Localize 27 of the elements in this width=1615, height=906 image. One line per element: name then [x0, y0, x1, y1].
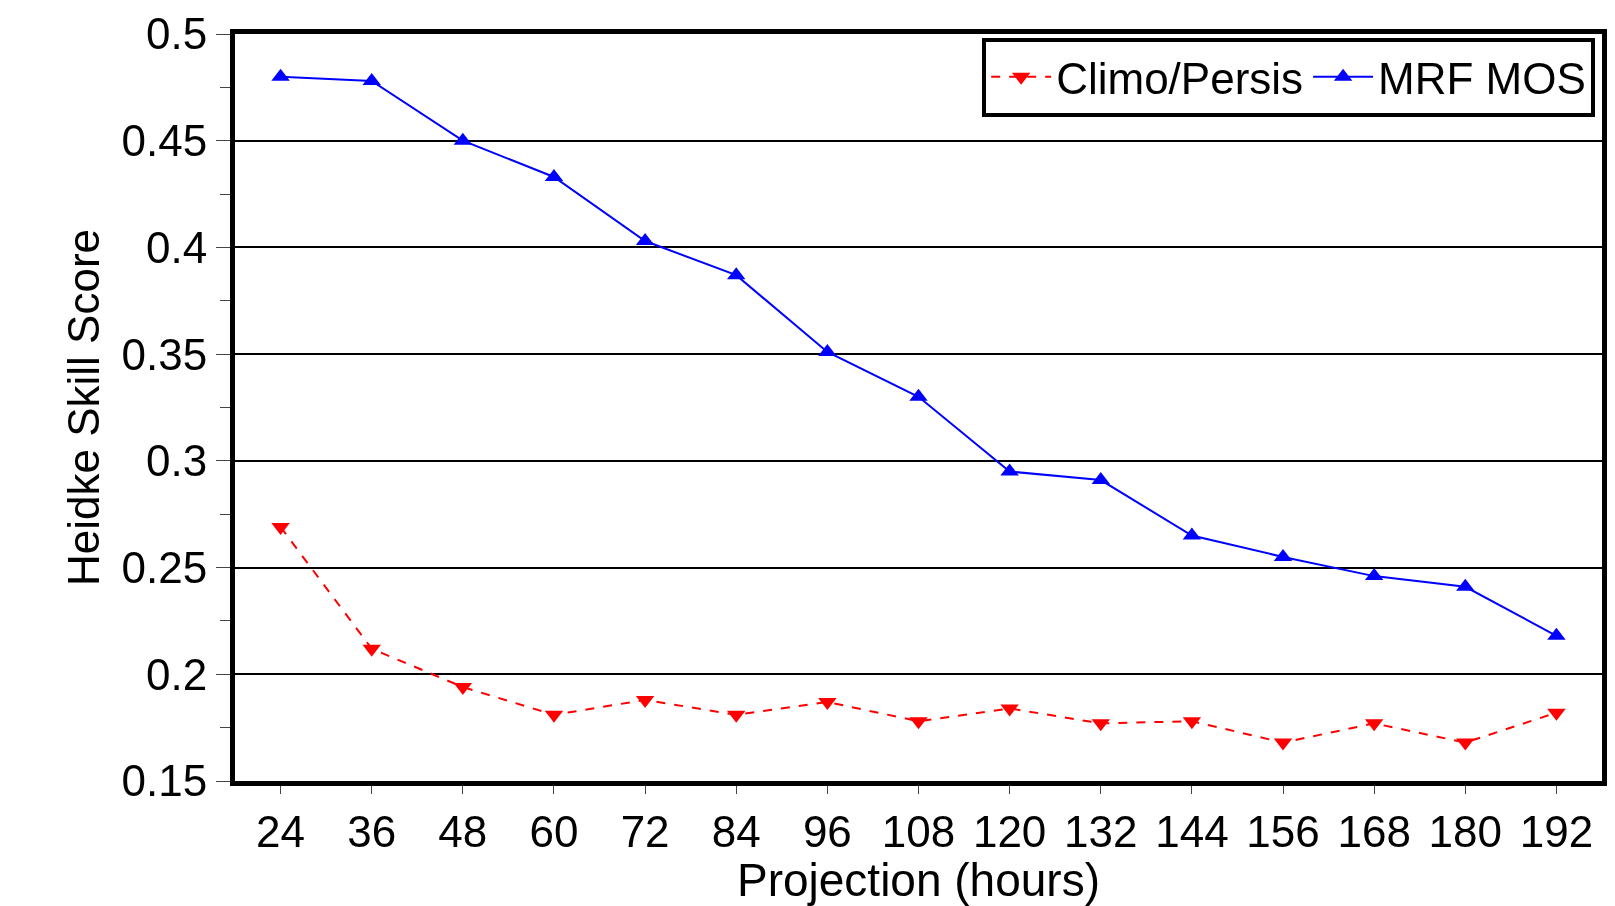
y-tick-label: 0.45	[121, 116, 208, 166]
x-tick-label: 144	[1155, 806, 1229, 856]
y-tick-label: 0.5	[146, 9, 208, 59]
y-tick-label: 0.4	[146, 222, 208, 272]
y-tick-label: 0.25	[121, 542, 208, 592]
x-tick-label: 36	[347, 806, 397, 856]
x-axis-title: Projection (hours)	[736, 854, 1101, 906]
x-tick-label: 84	[711, 806, 761, 856]
y-tick-label: 0.15	[121, 756, 208, 806]
x-tick-label: 168	[1337, 806, 1411, 856]
y-tick-label: 0.35	[121, 329, 208, 379]
y-tick-label: 0.2	[146, 649, 208, 699]
legend-label: MRF MOS	[1378, 53, 1586, 103]
y-axis-title: Heidke Skill Score	[58, 228, 108, 587]
x-tick-label: 120	[972, 806, 1047, 856]
y-tick-label: 0.3	[146, 436, 208, 486]
x-tick-label: 156	[1246, 806, 1320, 856]
x-tick-label: 108	[881, 806, 956, 856]
x-tick-label: 24	[256, 806, 306, 856]
x-tick-label: 96	[802, 806, 852, 856]
x-tick-label: 72	[620, 806, 670, 856]
x-tick-label: 180	[1428, 806, 1503, 856]
legend-label: Climo/Persis	[1056, 53, 1304, 103]
x-tick-label: 48	[438, 806, 488, 856]
x-tick-label: 60	[529, 806, 579, 856]
x-tick-label: 192	[1519, 806, 1594, 856]
x-tick-label: 132	[1064, 806, 1138, 856]
